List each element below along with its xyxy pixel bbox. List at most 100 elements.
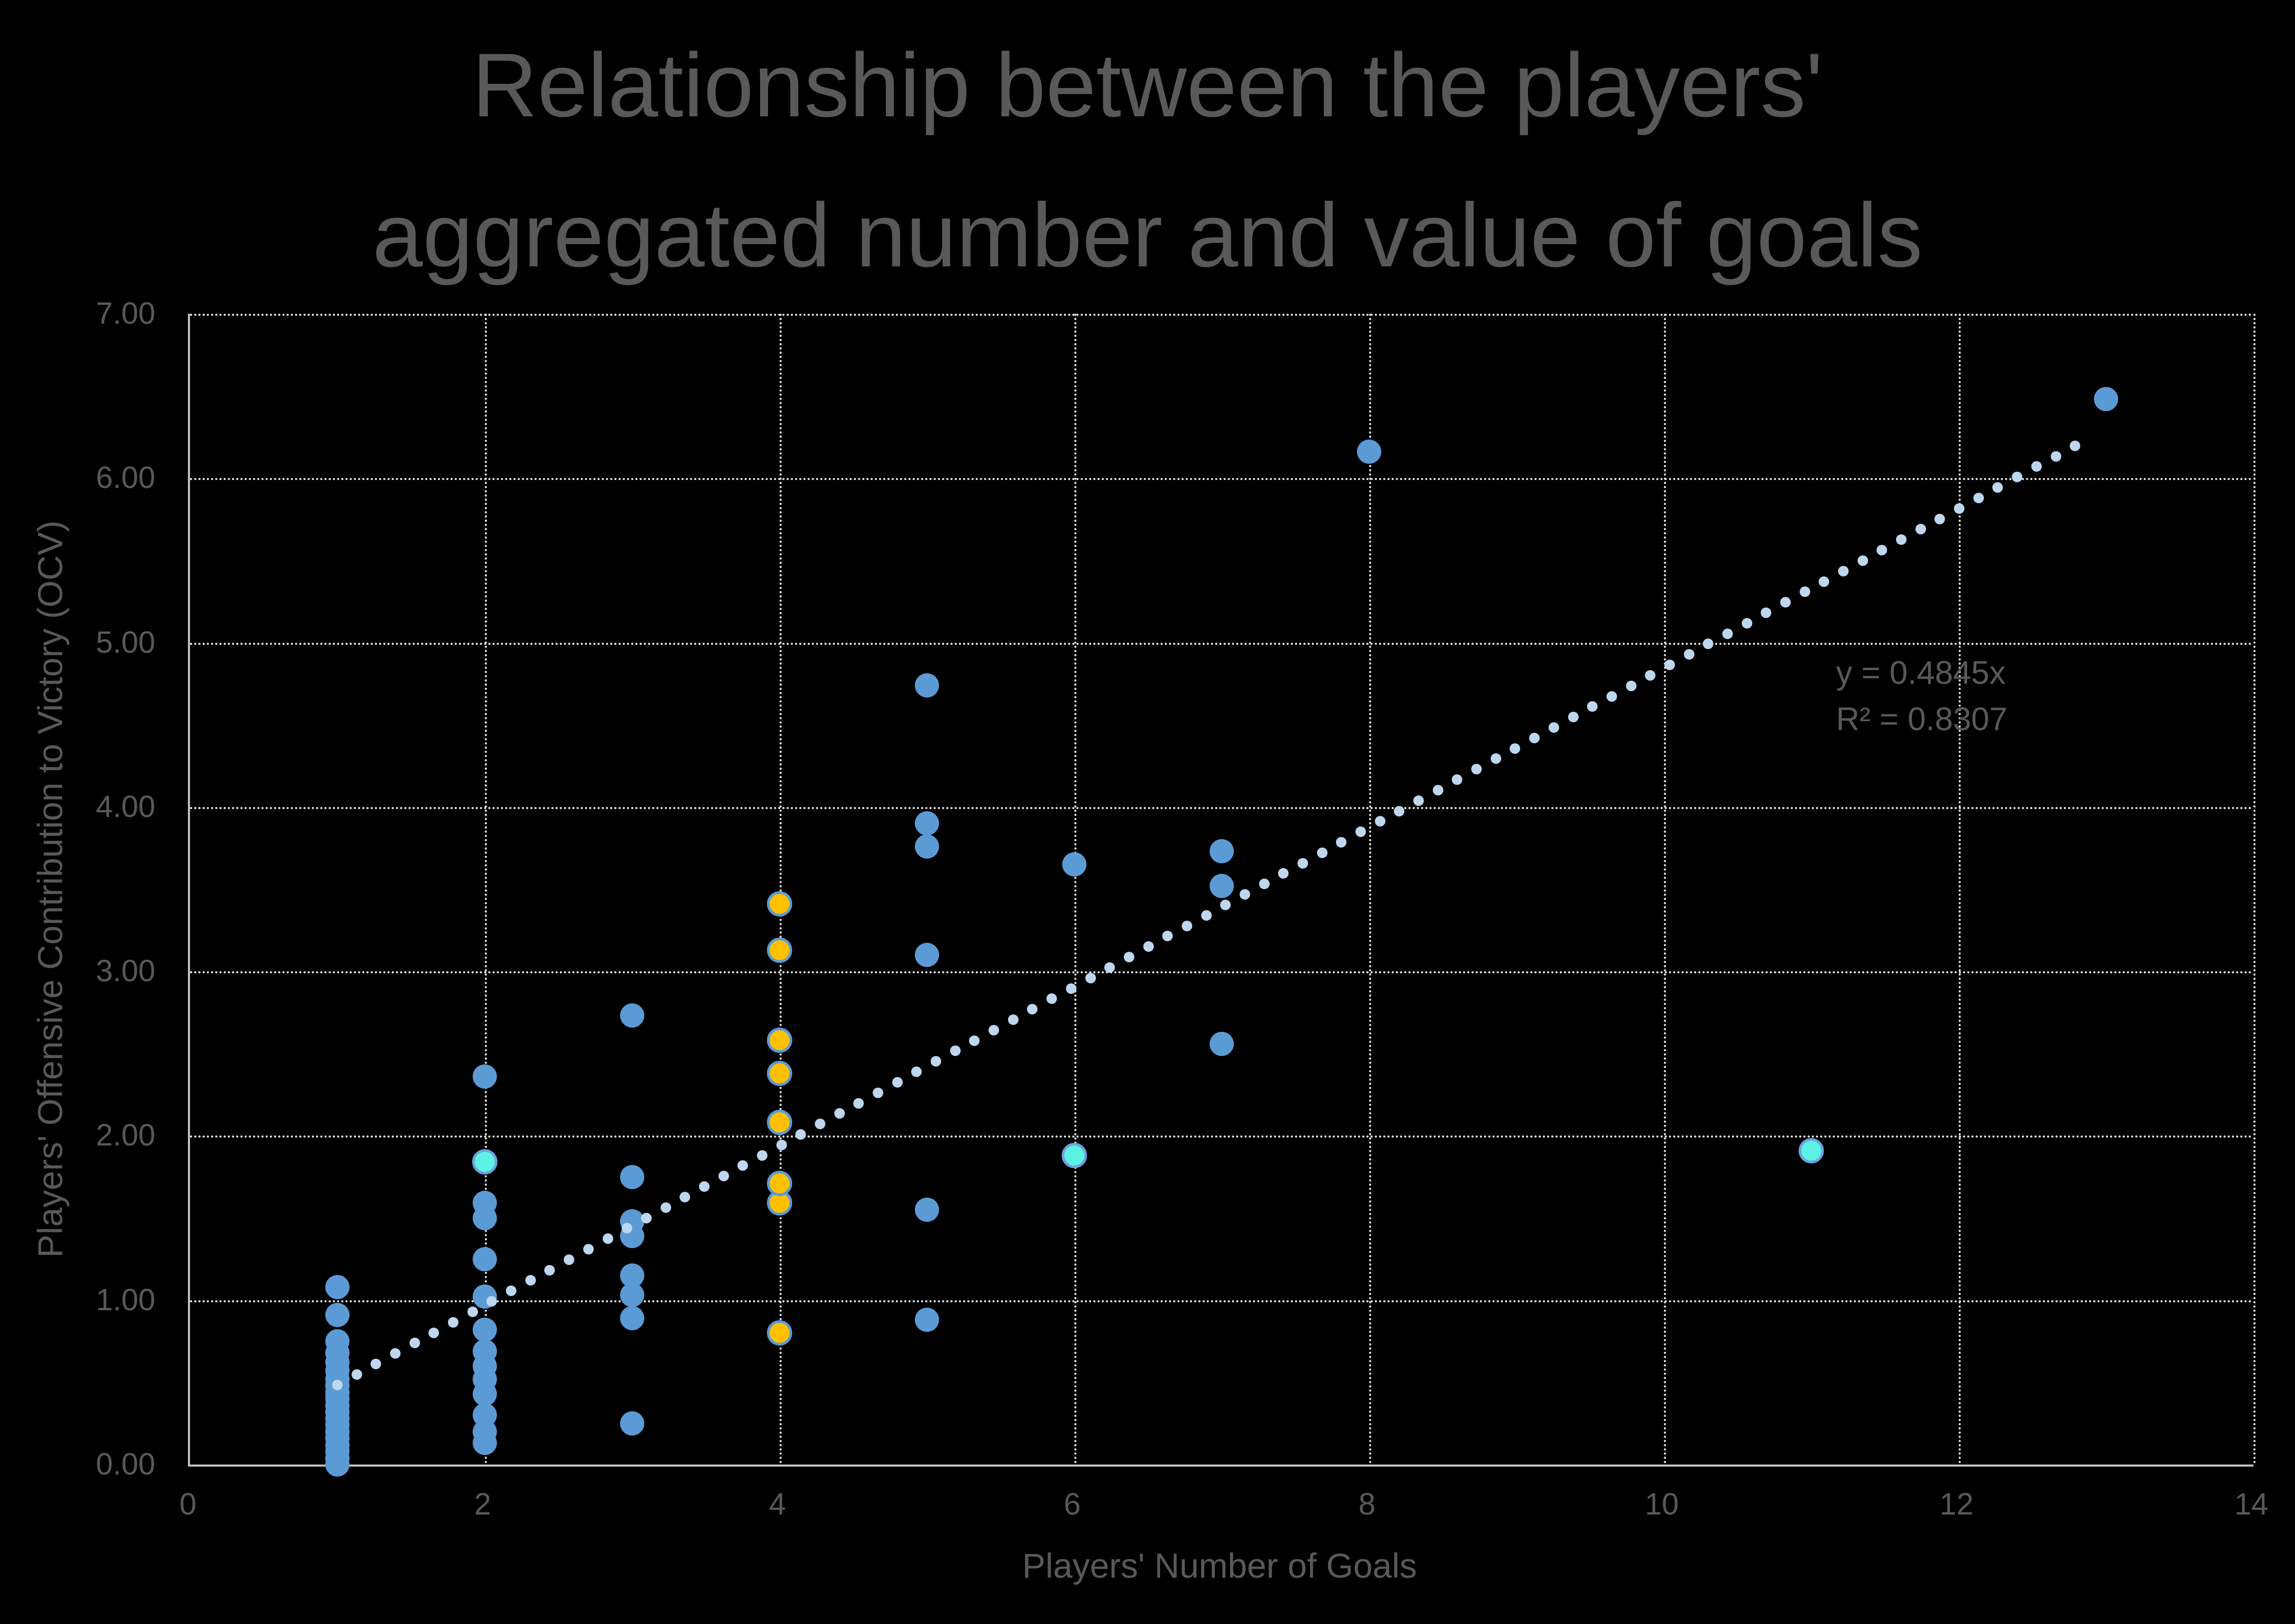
data-point-blue: [1062, 852, 1086, 877]
gridline-vertical: [1074, 314, 1076, 1464]
trendline-dot: [1220, 899, 1231, 910]
data-point-blue: [915, 673, 939, 698]
gridline-horizontal: [190, 642, 2253, 645]
trendline-dot: [525, 1275, 536, 1286]
data-point-orange: [767, 937, 792, 963]
data-point-blue: [473, 1339, 497, 1363]
trendline-dot: [1857, 555, 1868, 566]
data-point-blue: [2094, 387, 2118, 412]
trendline-dot: [622, 1223, 633, 1234]
plot-area: [188, 314, 2256, 1477]
trendline-dot: [1761, 607, 1772, 618]
trendline-dot: [989, 1024, 1000, 1035]
y-tick-label: 1.00: [96, 1282, 155, 1317]
trendline-dot: [2031, 461, 2042, 472]
trendline-dot: [1316, 847, 1328, 858]
trendline-dot: [1896, 534, 1907, 545]
data-point-blue: [620, 1164, 644, 1189]
trendline-dot: [1065, 983, 1076, 994]
data-point-blue: [473, 1064, 497, 1089]
x-tick-label: 8: [1358, 1487, 1376, 1521]
trendline-dot: [1973, 492, 1984, 503]
data-point-orange: [767, 1060, 792, 1086]
x-axis-title: Players' Number of Goals: [1022, 1546, 1417, 1585]
y-axis-title: Players' Offensive Contribution to Victo…: [31, 520, 69, 1258]
trendline-dot: [1606, 691, 1617, 702]
trendline-dot: [1007, 1014, 1019, 1025]
gridline-vertical: [2253, 314, 2256, 1464]
trendline-dot: [351, 1369, 362, 1380]
trendline-dot: [1548, 722, 1559, 733]
trendline-dot: [428, 1327, 440, 1338]
x-tick-label: 6: [1063, 1487, 1081, 1521]
x-tick-label: 12: [1939, 1487, 1974, 1521]
trendline-dot: [1143, 941, 1154, 952]
trendline-dot: [1355, 826, 1366, 838]
chart-title-line2: aggregated number and value of goals: [372, 185, 1923, 286]
trendline-dot: [1374, 816, 1385, 827]
trendline-dot: [911, 1067, 922, 1078]
trendline-dot: [1954, 503, 1965, 514]
data-point-blue: [325, 1302, 350, 1327]
trendline-dot: [583, 1244, 594, 1255]
trendline-dot: [390, 1348, 401, 1359]
data-point-orange: [767, 1110, 792, 1135]
data-point-blue: [325, 1329, 350, 1353]
trendline-dot: [1259, 879, 1270, 890]
trendline-dot: [371, 1359, 382, 1370]
trendline-dot: [1683, 649, 1694, 660]
gridline-horizontal: [190, 1135, 2253, 1138]
trendline-dot: [1819, 576, 1830, 587]
trendline-dot: [737, 1160, 749, 1171]
trendline-dot: [853, 1098, 864, 1109]
data-point-blue: [915, 834, 939, 859]
trendline-dot: [1992, 482, 2003, 493]
trendline-dot: [873, 1087, 884, 1098]
trendline-dot: [1394, 805, 1405, 816]
trendline-dot: [1046, 993, 1057, 1004]
trendline-dot: [834, 1108, 845, 1119]
trendline-dot: [1181, 920, 1192, 931]
x-tick-label: 10: [1644, 1487, 1679, 1521]
trendline-dot: [776, 1139, 787, 1150]
trendline-dot: [1645, 670, 1656, 681]
trendline-dot: [950, 1045, 961, 1057]
trendline-dot: [1278, 868, 1289, 879]
y-tick-label: 3.00: [96, 954, 155, 989]
y-tick-label: 6.00: [96, 461, 155, 495]
trendline-dot: [467, 1306, 478, 1317]
data-point-blue: [1210, 873, 1234, 898]
data-point-blue: [473, 1403, 497, 1428]
data-point-blue: [915, 811, 939, 836]
y-tick-label: 0.00: [96, 1447, 155, 1481]
gridline-vertical: [780, 314, 782, 1464]
trendline-dot: [1625, 680, 1637, 691]
trendline-dot: [332, 1379, 343, 1390]
data-point-cyan: [1799, 1138, 1824, 1163]
trendline-dot: [1104, 962, 1115, 973]
trendline-dot: [1741, 617, 1752, 629]
trendline-dot: [756, 1150, 767, 1161]
trendline-dot: [1780, 597, 1791, 608]
trendline-dot: [1471, 764, 1482, 775]
trendline-dot: [1703, 639, 1714, 650]
gridline-vertical: [1664, 314, 1666, 1464]
gridline-horizontal: [190, 971, 2253, 974]
data-point-blue: [915, 1197, 939, 1222]
trendline-dot: [1915, 524, 1926, 535]
trendline-dot: [1568, 712, 1579, 723]
trendline-dot: [602, 1233, 613, 1244]
trendline-dot: [2050, 451, 2061, 462]
data-point-blue: [473, 1247, 497, 1271]
trendline-dot: [564, 1254, 575, 1265]
y-tick-label: 4.00: [96, 789, 155, 824]
data-point-cyan: [1062, 1142, 1087, 1168]
x-tick-label: 14: [2234, 1487, 2269, 1521]
data-point-blue: [915, 1308, 939, 1332]
trendline-dot: [1799, 586, 1810, 597]
data-point-blue: [1357, 440, 1381, 464]
trendline-dot: [1413, 795, 1424, 806]
data-point-blue: [915, 942, 939, 967]
trendline-dot: [1877, 545, 1888, 556]
gridline-horizontal: [190, 1300, 2253, 1302]
